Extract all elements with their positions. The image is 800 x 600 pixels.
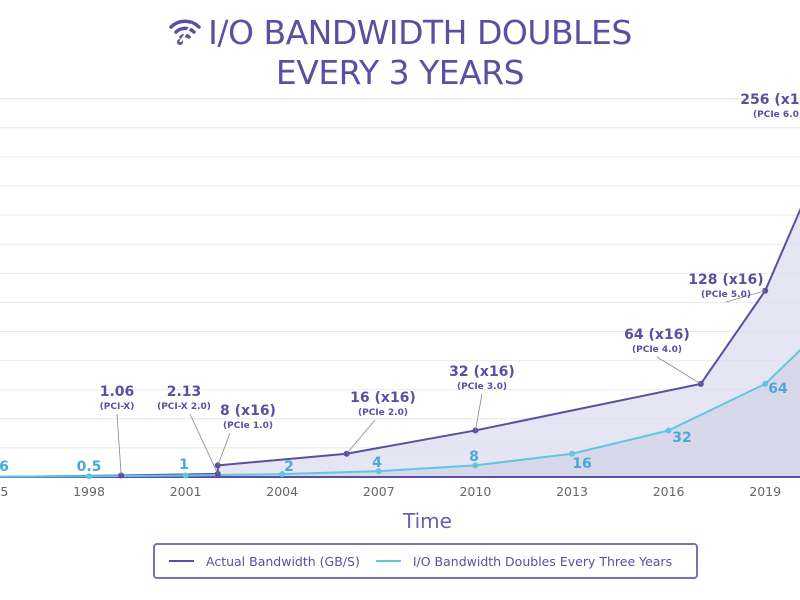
actual-data-sublabel: (PCIe 6.0) bbox=[753, 110, 800, 120]
doubling-data-label: 0.5 bbox=[77, 459, 102, 475]
doubling-line bbox=[0, 348, 800, 478]
actual-data-label: 64 (x16) bbox=[624, 327, 690, 343]
actual-data-label: 32 (x16) bbox=[449, 364, 515, 380]
x-tick-label: 2007 bbox=[363, 484, 395, 499]
doubling-data-label: 6 bbox=[0, 459, 9, 475]
doubling-point bbox=[182, 472, 189, 479]
legend-label-doubling: I/O Bandwidth Doubles Every Three Years bbox=[412, 553, 673, 569]
actual-data-label: 256 (x16) bbox=[740, 92, 800, 108]
doubling-data-label: 16 bbox=[572, 456, 591, 472]
title-line-2: EVERY 3 YEARS bbox=[275, 52, 525, 92]
doubling-data-label: 8 bbox=[469, 449, 479, 465]
doubling-data-label: 4 bbox=[372, 455, 382, 471]
doubling-data-label: 1 bbox=[179, 457, 189, 473]
wifi-icon bbox=[168, 16, 202, 54]
chart-plot: 1995 1998 2001 2004 2007 2010 2013 2016 2019 1.06… bbox=[0, 92, 800, 499]
x-tick-label: 2013 bbox=[556, 484, 588, 499]
legend-swatch-doubling bbox=[375, 560, 401, 562]
doubling-point bbox=[279, 471, 286, 478]
title-line-1: I/O BANDWIDTH DOUBLES bbox=[208, 13, 632, 52]
doubling-data-label: 2 bbox=[284, 459, 294, 475]
doubling-point bbox=[569, 450, 575, 457]
leader-line bbox=[189, 413, 219, 475]
x-tick-label: 1998 bbox=[73, 484, 105, 499]
doubling-area bbox=[0, 350, 800, 477]
actual-data-label: 1.06 bbox=[100, 384, 135, 400]
x-tick-label: 1995 bbox=[0, 484, 8, 499]
doubling-point bbox=[375, 468, 382, 475]
x-tick-label: 2001 bbox=[170, 484, 202, 499]
leader-line bbox=[217, 432, 231, 466]
doubling-point bbox=[472, 462, 479, 469]
actual-data-label: 128 (x16) bbox=[688, 272, 763, 288]
x-tick-label: 2010 bbox=[459, 484, 491, 499]
actual-data-label: 2.13 bbox=[167, 384, 202, 400]
actual-data-sublabel: (PCIe 3.0) bbox=[457, 382, 507, 392]
legend-label-actual: Actual Bandwidth (GB/S) bbox=[206, 553, 360, 569]
actual-data-sublabel: (PCIe 5.0) bbox=[701, 290, 751, 300]
chart-title: I/O BANDWIDTH DOUBLES EVERY 3 YEARS bbox=[0, 14, 800, 92]
actual-data-sublabel: (PCI-X 2.0) bbox=[157, 402, 211, 412]
x-tick-label: 2019 bbox=[749, 484, 781, 499]
actual-data-sublabel: (PCI-X) bbox=[100, 402, 135, 412]
legend-item-doubling: I/O Bandwidth Doubles Every Three Years bbox=[375, 553, 673, 569]
actual-data-label: 16 (x16) bbox=[350, 390, 416, 406]
legend-item-actual: Actual Bandwidth (GB/S) bbox=[169, 554, 360, 569]
doubling-point bbox=[86, 473, 92, 480]
doubling-data-label: 32 bbox=[672, 430, 691, 446]
leader-line bbox=[475, 393, 483, 431]
doubling-point bbox=[665, 427, 672, 434]
legend: Actual Bandwidth (GB/S) I/O Bandwidth Do… bbox=[153, 543, 698, 579]
x-axis-label: Time bbox=[403, 509, 452, 533]
legend-swatch-actual bbox=[169, 560, 194, 562]
x-tick-label: 2016 bbox=[653, 484, 685, 499]
actual-area bbox=[121, 210, 800, 477]
leader-line bbox=[346, 419, 376, 454]
leader-line bbox=[656, 356, 702, 385]
actual-data-sublabel: (PCIe 2.0) bbox=[358, 408, 408, 418]
actual-data-sublabel: (PCIe 4.0) bbox=[632, 345, 682, 355]
leader-line bbox=[725, 290, 766, 303]
leader-line bbox=[116, 413, 122, 476]
x-tick-label: 2004 bbox=[266, 484, 298, 499]
actual-data-sublabel: (PCIe 1.0) bbox=[223, 421, 273, 431]
doubling-data-label: 64 bbox=[768, 381, 788, 397]
actual-data-label: 8 (x16) bbox=[220, 403, 276, 419]
doubling-point bbox=[762, 380, 769, 387]
